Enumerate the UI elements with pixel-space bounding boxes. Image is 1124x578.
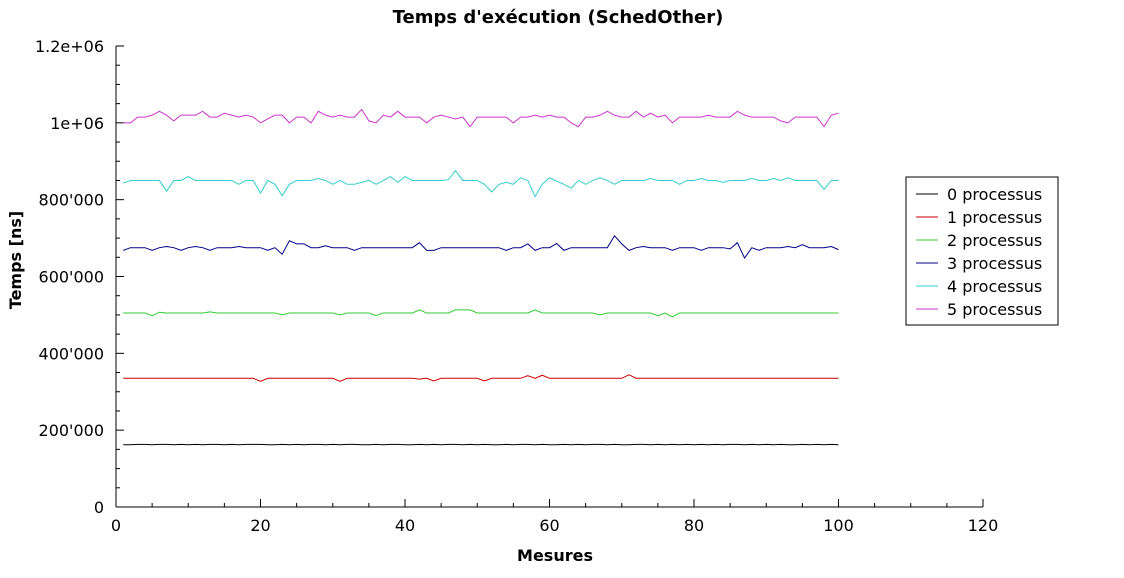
series-line-3 bbox=[123, 234, 839, 260]
legend-label-3: 3 processus bbox=[947, 254, 1042, 273]
y-tick-label: 600'000 bbox=[39, 268, 104, 287]
x-tick-label: 80 bbox=[684, 516, 704, 535]
x-tick-label: 0 bbox=[111, 516, 121, 535]
legend: 0 processus 1 processus 2 processus 3 proce… bbox=[905, 176, 1059, 326]
legend-label-4: 4 processus bbox=[947, 277, 1042, 296]
y-tick-label: 1e+06 bbox=[50, 114, 104, 133]
series-line-5 bbox=[123, 108, 839, 128]
x-tick-label: 60 bbox=[539, 516, 559, 535]
legend-label-1: 1 processus bbox=[947, 208, 1042, 227]
legend-label-5: 5 processus bbox=[947, 300, 1042, 319]
x-axis-label: Mesures bbox=[517, 546, 593, 565]
series-line-4 bbox=[123, 170, 839, 198]
x-tick-label: 20 bbox=[250, 516, 270, 535]
chart-title: Temps d'exécution (SchedOther) bbox=[393, 7, 724, 28]
x-tick-label: 100 bbox=[823, 516, 854, 535]
series-lines bbox=[123, 108, 839, 446]
y-tick-label: 400'000 bbox=[39, 344, 104, 363]
y-tick-label: 800'000 bbox=[39, 191, 104, 210]
y-tick-label: 1.2e+06 bbox=[35, 37, 104, 56]
y-tick-label: 0 bbox=[94, 498, 104, 517]
series-line-1 bbox=[123, 374, 839, 382]
y-axis-label: Temps [ns] bbox=[6, 211, 25, 309]
legend-label-0: 0 processus bbox=[947, 185, 1042, 204]
x-tick-label: 120 bbox=[968, 516, 999, 535]
axes: 0 20 40 60 80 100 120 0 200'000 400'000 600'000 800… bbox=[35, 37, 998, 535]
legend-label-2: 2 processus bbox=[947, 231, 1042, 250]
x-tick-label: 40 bbox=[395, 516, 415, 535]
legend-box bbox=[905, 176, 1059, 326]
y-tick-label: 200'000 bbox=[39, 421, 104, 440]
series-line-2 bbox=[123, 309, 839, 318]
